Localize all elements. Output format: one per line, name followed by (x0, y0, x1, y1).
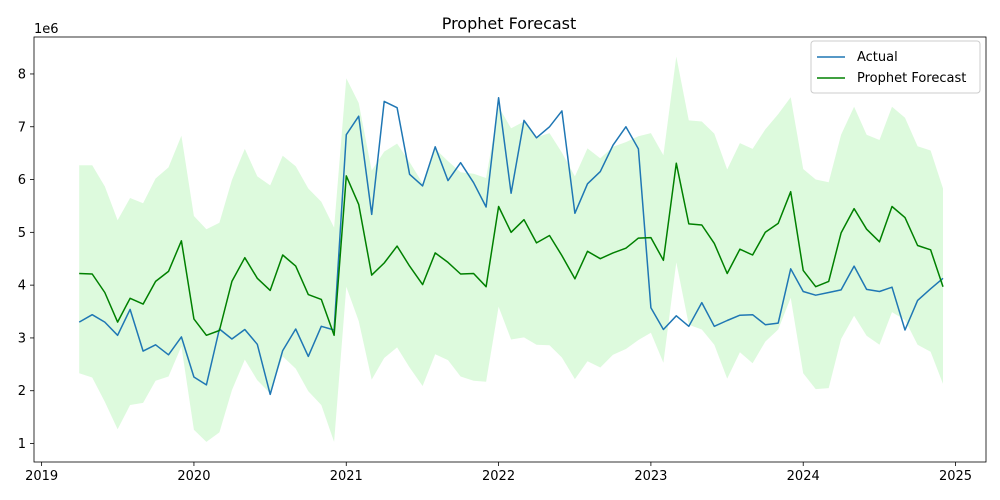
legend: Actual Prophet Forecast (810, 40, 981, 94)
x-tick-label: 2022 (482, 469, 515, 484)
x-tick-label: 2021 (330, 469, 363, 484)
x-tick-label: 2020 (177, 469, 210, 484)
y-tick-label: 7 (18, 120, 26, 135)
y-tick-label: 4 (18, 279, 26, 294)
y-tick-label: 6 (18, 173, 26, 188)
chart-title: Prophet Forecast (442, 14, 577, 33)
legend-frame (810, 40, 981, 94)
axes: 2019 2020 2021 2022 2023 2024 2025 1 2 3 4 5 6 7 8 (18, 36, 987, 484)
legend-label-actual: Actual (857, 50, 898, 65)
y-tick-label: 5 (18, 226, 26, 241)
y-tick-label: 8 (18, 67, 26, 82)
axes-frame (33, 36, 987, 463)
forecast-interval-band (79, 56, 943, 442)
actual-line (78, 96, 944, 396)
y-scale-label: 1e6 (34, 22, 59, 37)
x-tick-label: 2023 (634, 469, 667, 484)
y-tick-label: 1 (18, 437, 26, 452)
x-tick-label: 2025 (939, 469, 972, 484)
x-tick-label: 2019 (25, 469, 58, 484)
y-tick-label: 2 (18, 384, 26, 399)
forecast-line (79, 162, 944, 337)
x-tick-label: 2024 (787, 469, 820, 484)
y-tick-label: 3 (18, 331, 26, 346)
legend-label-forecast: Prophet Forecast (857, 71, 966, 86)
plot-area (78, 56, 944, 442)
